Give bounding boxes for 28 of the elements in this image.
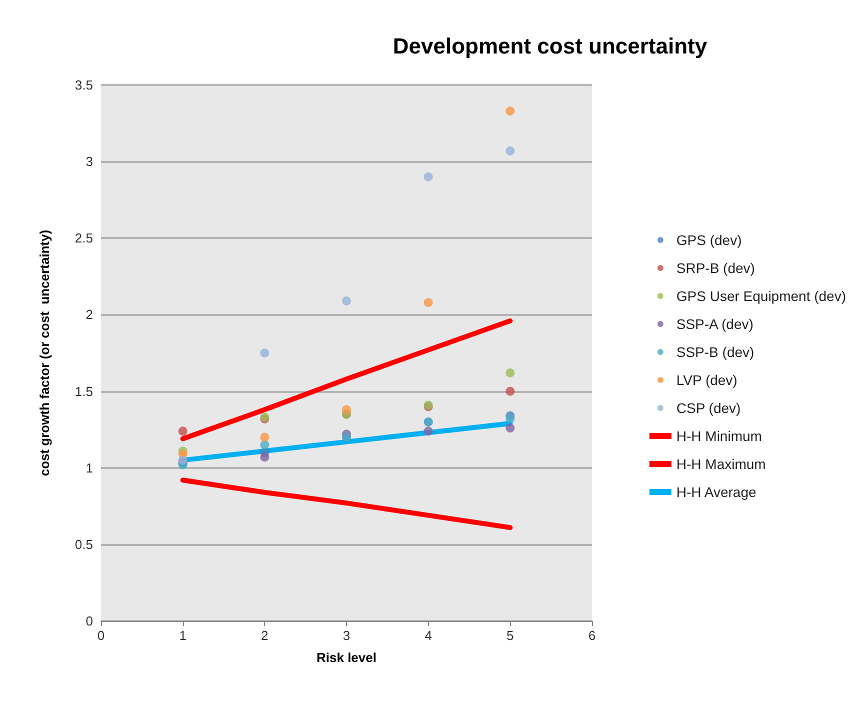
legend-label: SRP-B (dev)	[676, 260, 755, 276]
y-tick-label: 1	[86, 460, 93, 476]
legend-label: CSP (dev)	[676, 400, 741, 416]
x-tick-label: 0	[97, 628, 105, 643]
x-tick-label: 2	[261, 628, 268, 643]
x-tick-label: 3	[342, 628, 350, 643]
y-tick-label: 2.5	[74, 230, 93, 246]
x-axis-title: Risk level	[316, 650, 376, 665]
y-tick-label: 0	[86, 614, 93, 628]
legend-label: GPS (dev)	[676, 232, 742, 248]
y-tick-label: 2	[86, 307, 93, 322]
y-tick-label: 1.5	[74, 384, 93, 399]
legend-label: LVP (dev)	[676, 372, 738, 388]
legend-label: GPS User Equipment (dev)	[676, 288, 846, 304]
x-tick-label: 6	[588, 628, 596, 643]
x-tick-label: 5	[506, 628, 514, 643]
legend-label: H-H Minimum	[676, 428, 762, 444]
legend-label: H-H Maximum	[676, 456, 766, 472]
legend-label: SSP-B (dev)	[676, 344, 754, 360]
y-tick-label: 3	[86, 154, 93, 170]
x-tick-label: 4	[424, 628, 432, 643]
legend-label: SSP-A (dev)	[676, 316, 754, 332]
legend-label: H-H Average	[676, 484, 756, 500]
y-axis-title: cost growth factor (or cost uncertainty)	[37, 230, 52, 476]
chart-title: Development cost uncertainty	[392, 34, 708, 58]
x-tick-label: 1	[179, 628, 186, 643]
y-tick-label: 0.5	[74, 536, 93, 552]
y-tick-label: 3.5	[74, 78, 93, 92]
